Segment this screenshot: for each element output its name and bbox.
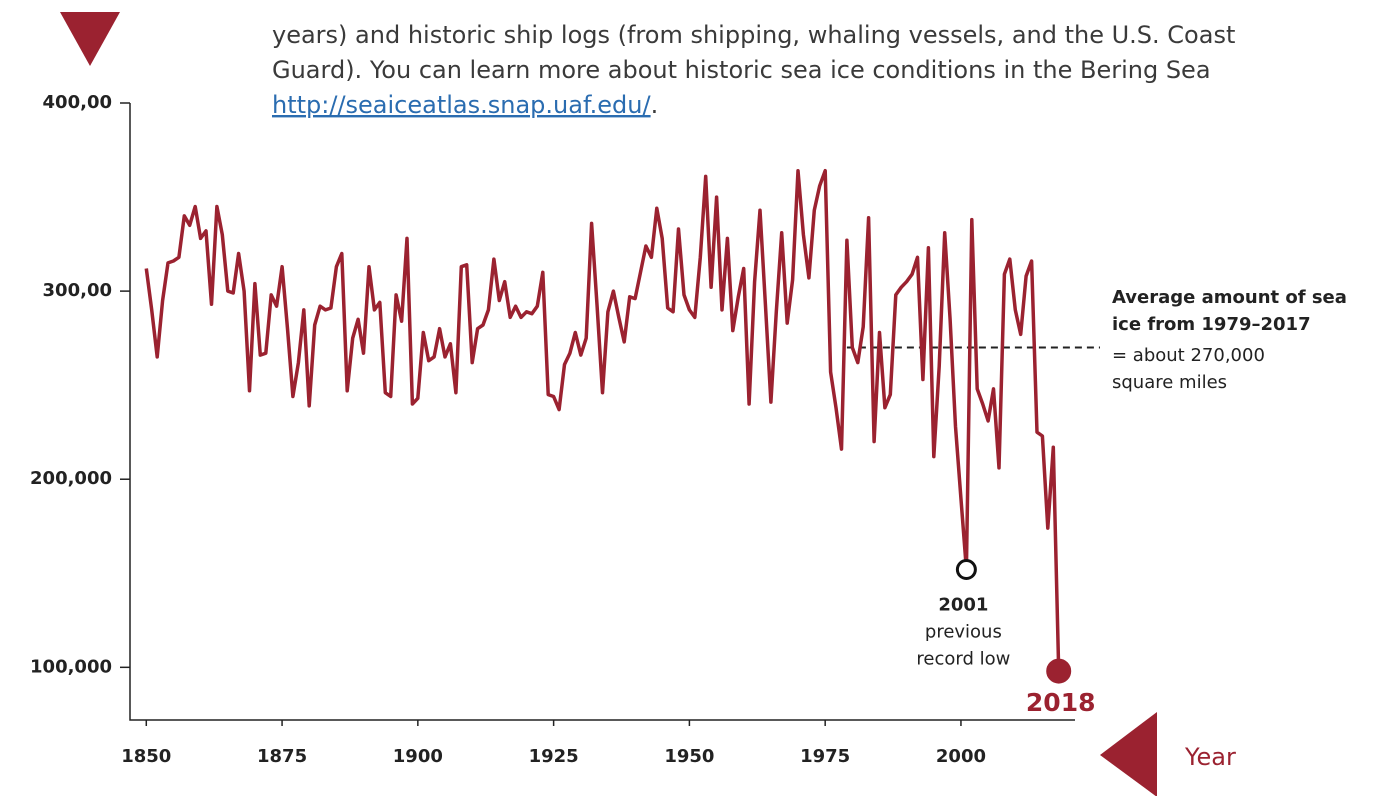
- average-label: ice from 1979–2017: [1112, 314, 1311, 335]
- intro-line: years) and historic ship logs (from ship…: [272, 21, 1235, 49]
- x-axis-marker: [1100, 712, 1157, 796]
- x-tick-label: 1925: [529, 746, 579, 767]
- highlight-point: [955, 559, 977, 581]
- highlight-label: 2018: [1026, 688, 1096, 717]
- highlight-label: record low: [916, 649, 1010, 670]
- x-tick-label: 1950: [664, 746, 714, 767]
- x-tick-label: 1850: [121, 746, 171, 767]
- average-label: = about 270,000: [1112, 345, 1265, 366]
- x-tick-label: 1875: [257, 746, 307, 767]
- intro-line: Guard). You can learn more about histori…: [272, 56, 1211, 84]
- axes: [129, 103, 1075, 721]
- ice-line: [144, 168, 1061, 672]
- average-label: Average amount of sea: [1112, 287, 1347, 308]
- highlight-label: previous: [925, 622, 1002, 643]
- highlight-point: [1046, 658, 1072, 684]
- average-label: square miles: [1112, 372, 1227, 393]
- x-axis-label: Year: [1184, 743, 1236, 771]
- x-tick-label: 1975: [800, 746, 850, 767]
- link[interactable]: http://seaiceatlas.snap.uaf.edu/: [272, 91, 652, 119]
- y-tick-label: 400,00: [43, 92, 112, 113]
- y-tick-label: 300,00: [43, 280, 112, 301]
- y-axis-marker: [60, 12, 120, 66]
- intro-link-line: http://seaiceatlas.snap.uaf.edu/.: [272, 91, 658, 119]
- y-tick-label: 200,000: [30, 468, 112, 489]
- highlight-label: 2001: [938, 595, 988, 616]
- y-tick-label: 100,000: [30, 656, 112, 677]
- link-suffix: .: [651, 91, 659, 119]
- x-tick-label: 1900: [393, 746, 443, 767]
- x-tick-label: 2000: [936, 746, 986, 767]
